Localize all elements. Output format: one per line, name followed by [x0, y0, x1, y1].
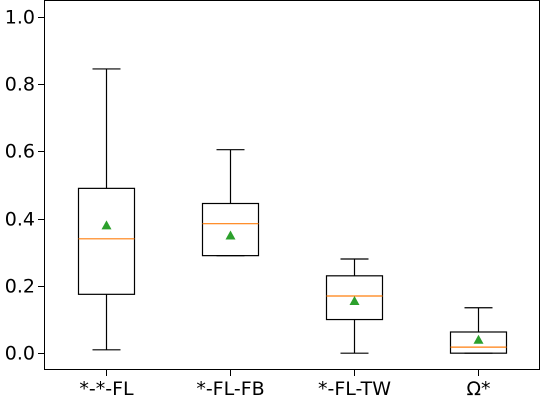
iqr-box	[201, 202, 260, 257]
mean-marker	[225, 230, 236, 240]
mean-marker	[101, 220, 112, 230]
x-tick-label: *-FL-FB	[196, 378, 264, 400]
y-tick-label: 0.6	[5, 141, 35, 163]
x-tick-label: *-*-FL	[79, 378, 134, 400]
iqr-box	[77, 187, 136, 295]
plot-area-frame	[44, 0, 540, 370]
iqr-box	[449, 331, 508, 354]
box-group	[325, 258, 384, 354]
box-group	[77, 68, 136, 351]
iqr-box	[325, 275, 384, 321]
box-group	[449, 307, 508, 354]
box-group	[201, 149, 260, 257]
mean-marker	[473, 334, 484, 344]
y-tick-label: 0.4	[5, 209, 35, 231]
y-tick-label: 0.2	[5, 276, 35, 298]
x-tick-label: Ω*	[466, 378, 490, 400]
x-axis-ticks: *-*-FL *-FL-FB *-FL-TW Ω*	[79, 370, 491, 400]
x-tick-label: *-FL-TW	[318, 378, 391, 400]
y-tick-label: 1.0	[5, 7, 35, 29]
y-axis-ticks: 0.0 0.2 0.4 0.6 0.8 1.0	[5, 7, 44, 365]
mean-marker	[349, 296, 360, 306]
y-tick-label: 0.0	[5, 343, 35, 365]
y-tick-label: 0.8	[5, 74, 35, 96]
boxes-layer	[77, 68, 508, 354]
